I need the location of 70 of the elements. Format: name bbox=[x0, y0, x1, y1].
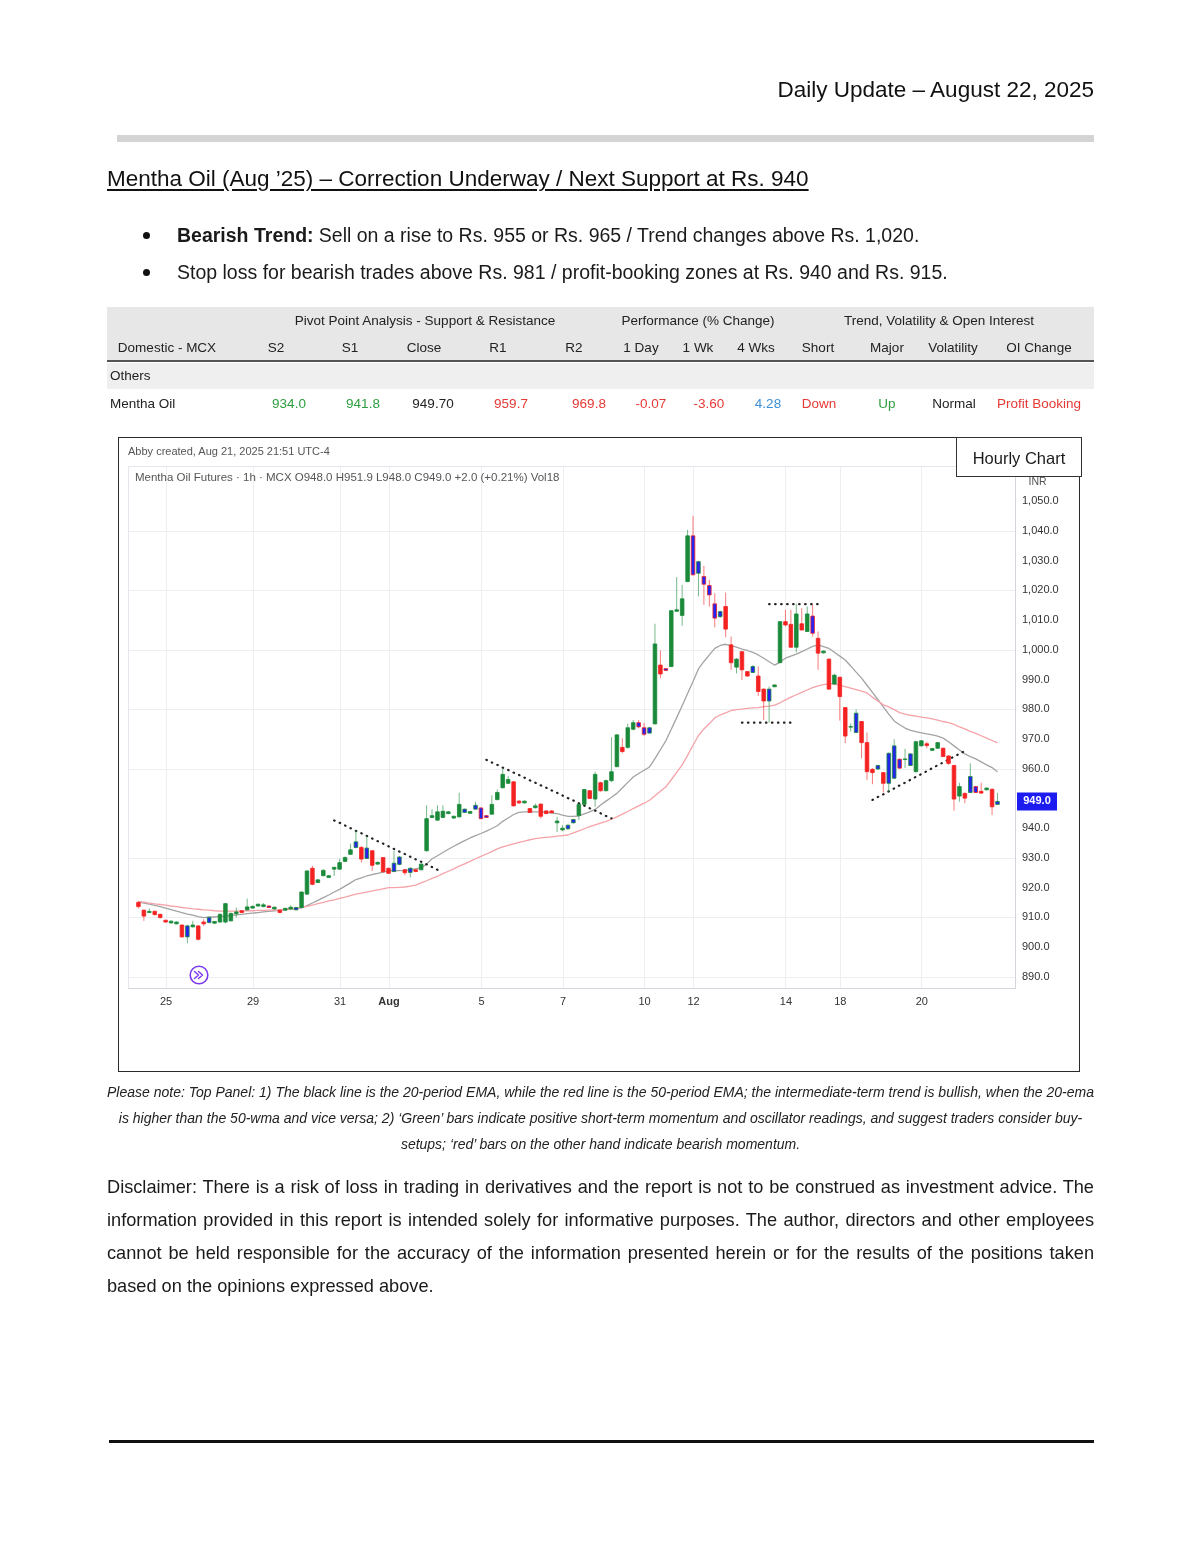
text: 4.28 bbox=[754, 395, 782, 411]
text: Volatility bbox=[928, 339, 978, 355]
text: Mentha Oil bbox=[110, 395, 176, 411]
text: 949.70 bbox=[412, 395, 454, 411]
text: -3.60 bbox=[693, 395, 725, 411]
text: S2 bbox=[267, 339, 285, 355]
x-tick-label: 31 bbox=[333, 994, 347, 1007]
text: -0.07 bbox=[635, 395, 667, 411]
text: Down bbox=[801, 395, 837, 411]
y-tick-label: 960.0 bbox=[1022, 761, 1050, 774]
text: Stop loss for bearish trades above Rs. 981 / profit-booking zones at Rs. 940 and Rs. 915. bbox=[177, 261, 948, 283]
text: Performance (% Change) bbox=[621, 312, 775, 328]
y-tick-label: 930.0 bbox=[1022, 850, 1050, 863]
y-tick-label: 910.0 bbox=[1022, 910, 1050, 923]
text: Disclaimer: There is a risk of loss in trading in derivatives and the report is not to be construed as investment advice. The information provided in this report is intended solely for informative purposes. The author, directors and other employees cannot be held responsible for the accuracy of the information presented herein or for the results of the positions taken based on the opinions expressed above. bbox=[107, 1176, 1094, 1298]
y-tick-label: 990.0 bbox=[1022, 672, 1050, 685]
text: 969.8 bbox=[572, 395, 606, 411]
text: Close bbox=[406, 339, 442, 355]
y-tick-label: 1,050.0 bbox=[1022, 494, 1059, 507]
y-tick-label: 1,040.0 bbox=[1022, 524, 1059, 537]
y-tick-label: 920.0 bbox=[1022, 880, 1050, 893]
x-tick-label: 29 bbox=[246, 994, 260, 1007]
text: Trend, Volatility & Open Interest bbox=[843, 312, 1035, 328]
y-axis-title: INR bbox=[1028, 474, 1047, 487]
chart-title: Mentha Oil (Aug ’25) – Correction Underway / Next Support at Rs. 940 bbox=[107, 166, 809, 192]
x-tick-label: 25 bbox=[160, 994, 173, 1007]
y-tick-label: 1,000.0 bbox=[1022, 642, 1059, 655]
text: Bearish Trend: bbox=[177, 224, 314, 246]
x-tick-label: 10 bbox=[638, 994, 651, 1007]
text: Domestic - MCX bbox=[117, 339, 217, 355]
text: 959.7 bbox=[494, 395, 528, 411]
text: OI Change bbox=[1006, 339, 1072, 355]
x-tick-label: Aug bbox=[378, 994, 400, 1007]
y-tick-label: 940.0 bbox=[1022, 821, 1050, 834]
text: 934.0 bbox=[272, 395, 306, 411]
text: Please note: Top Panel: 1) The black line is the 20-period EMA, while the red line is the 50-period EMA; the intermediate-term trend is bullish, when the 20-ema is higher than the 50-wma and vice versa; 2) ‘Green’ bars indicate positive short-term momentum and oscillator readings, and suggest traders consider buy-setups; ‘red’ bars on the other hand indicate bearish momentum. bbox=[107, 1083, 1095, 1154]
text: 1 Day bbox=[623, 339, 659, 355]
text: S1 bbox=[341, 339, 359, 355]
text: R2 bbox=[565, 339, 583, 355]
text: Major bbox=[870, 339, 904, 355]
text: 949.0 bbox=[1023, 794, 1051, 807]
x-tick-label: 14 bbox=[779, 994, 793, 1007]
y-tick-label: 1,010.0 bbox=[1022, 613, 1059, 626]
y-tick-label: 980.0 bbox=[1022, 702, 1050, 715]
text: 4 Wks bbox=[737, 339, 775, 355]
text: Short bbox=[801, 339, 835, 355]
chart-subtitle: Mentha Oil Futures · 1h · MCX O948.0 H951.9 L948.0 C949.0 +2.0 (+0.21%) Vol18 bbox=[135, 471, 560, 483]
y-tick-label: 1,020.0 bbox=[1022, 583, 1059, 596]
y-tick-label: 900.0 bbox=[1022, 940, 1050, 952]
y-tick-label: 1,030.0 bbox=[1022, 553, 1059, 566]
text: R1 bbox=[489, 339, 507, 355]
y-tick-label: 890.0 bbox=[1022, 969, 1050, 982]
x-tick-label: 7 bbox=[559, 994, 567, 1007]
x-tick-label: 18 bbox=[834, 994, 847, 1007]
text: Pivot Point Analysis - Support & Resistance bbox=[294, 312, 556, 328]
text: Daily Update – August 22, 2025 bbox=[777, 77, 1094, 103]
text: Normal bbox=[932, 395, 976, 411]
text: 1 Wk bbox=[682, 339, 714, 355]
text: Profit Booking bbox=[996, 395, 1082, 411]
x-tick-label: 12 bbox=[687, 994, 700, 1007]
text: Up bbox=[878, 395, 896, 411]
text: Others bbox=[110, 367, 151, 383]
text: Abby created, Aug 21, 2025 21:51 UTC-4 bbox=[128, 445, 330, 457]
candlestick bbox=[554, 816, 560, 833]
text: 941.8 bbox=[346, 395, 380, 411]
x-tick-label: 20 bbox=[915, 994, 928, 1007]
y-tick-label: 970.0 bbox=[1022, 732, 1050, 745]
annotation: Hourly Chart bbox=[972, 448, 1066, 468]
x-tick-label: 5 bbox=[478, 994, 485, 1007]
text: Sell on a rise to Rs. 955 or Rs. 965 / Trend changes above Rs. 1,020. bbox=[318, 224, 920, 246]
